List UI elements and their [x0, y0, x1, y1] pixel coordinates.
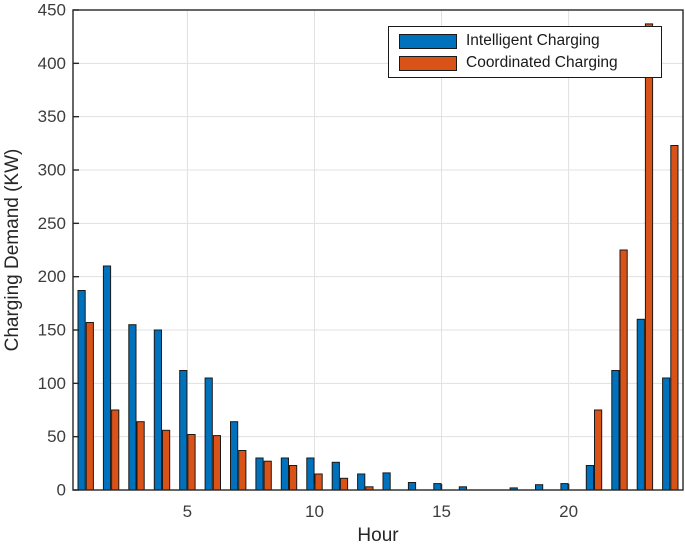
y-tick-label: 400 [38, 54, 66, 73]
bar-intelligent-hour-7 [230, 421, 239, 491]
bar-intelligent-hour-8 [255, 457, 264, 491]
bar-intelligent-hour-15 [433, 483, 442, 491]
bar-intelligent-hour-12 [357, 473, 366, 491]
bar-intelligent-hour-1 [77, 290, 86, 491]
y-tick-label: 150 [38, 321, 66, 340]
bar-intelligent-hour-9 [280, 457, 289, 491]
bar-intelligent-hour-20 [560, 483, 569, 491]
legend-swatch-coordinated [399, 55, 457, 71]
bar-coordinated-hour-22 [619, 249, 628, 491]
bar-coordinated-hour-4 [162, 429, 171, 491]
y-tick-label: 250 [38, 214, 66, 233]
y-tick-label: 350 [38, 107, 66, 126]
y-tick-label: 450 [38, 1, 66, 20]
bar-intelligent-hour-23 [636, 318, 645, 491]
bar-coordinated-hour-5 [187, 434, 196, 491]
legend-item-coordinated: Coordinated Charging [399, 54, 661, 72]
bar-coordinated-hour-21 [594, 409, 603, 491]
plot-border [72, 9, 684, 491]
bar-coordinated-hour-10 [314, 473, 323, 491]
bar-coordinated-hour-9 [289, 465, 298, 491]
x-tick-label: 15 [432, 502, 451, 521]
bar-intelligent-hour-5 [179, 370, 188, 491]
bar-intelligent-hour-19 [535, 484, 544, 491]
legend-item-intelligent: Intelligent Charging [399, 32, 661, 50]
bar-intelligent-hour-11 [331, 461, 340, 491]
bar-intelligent-hour-22 [611, 370, 620, 491]
bar-intelligent-hour-21 [585, 465, 594, 491]
y-tick-label: 300 [38, 161, 66, 180]
bar-coordinated-hour-7 [238, 450, 247, 491]
bar-coordinated-hour-11 [339, 477, 349, 491]
y-tick-label: 200 [38, 267, 66, 286]
bar-intelligent-hour-3 [128, 324, 137, 491]
bar-coordinated-hour-1 [85, 322, 94, 491]
bar-coordinated-hour-23 [644, 23, 654, 491]
bar-intelligent-hour-6 [204, 377, 213, 491]
bar-intelligent-hour-14 [407, 482, 417, 491]
y-tick-label: 0 [57, 481, 66, 500]
x-tick-label: 5 [183, 502, 192, 521]
bar-coordinated-hour-2 [111, 409, 120, 491]
bar-intelligent-hour-2 [102, 265, 112, 491]
bar-intelligent-hour-10 [306, 457, 315, 491]
bar-coordinated-hour-8 [263, 460, 272, 491]
x-axis-label: Hour [357, 525, 399, 546]
x-tick-label: 20 [559, 502, 578, 521]
bar-intelligent-hour-13 [382, 472, 391, 491]
y-tick-label: 100 [38, 374, 66, 393]
bar-coordinated-hour-24 [670, 145, 679, 491]
bar-intelligent-hour-24 [662, 377, 671, 491]
bar-coordinated-hour-6 [212, 435, 222, 491]
bar-intelligent-hour-4 [153, 329, 163, 491]
y-tick-label: 50 [47, 427, 66, 446]
legend-swatch-intelligent [399, 33, 457, 49]
legend-label-coordinated: Coordinated Charging [466, 54, 618, 71]
y-axis-label: Charging Demand (KW) [2, 148, 23, 352]
legend-label-intelligent: Intelligent Charging [466, 32, 600, 49]
bar-coordinated-hour-3 [136, 421, 145, 491]
x-tick-label: 10 [305, 502, 324, 521]
legend-box: Intelligent Charging Coordinated Chargin… [388, 26, 662, 78]
